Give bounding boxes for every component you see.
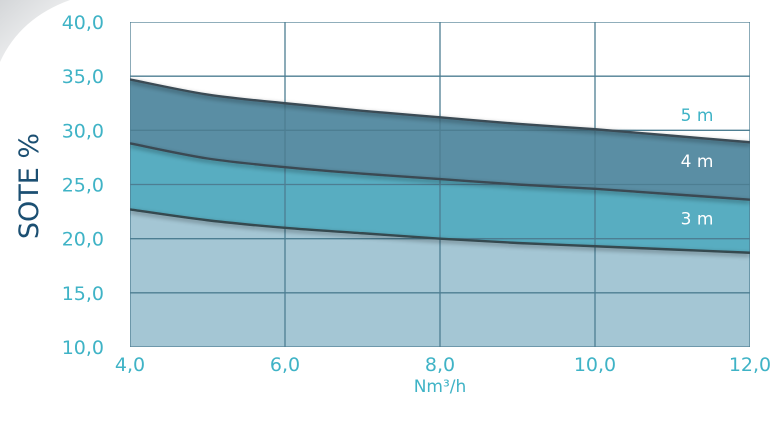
corner-decoration [0, 0, 70, 62]
y-tick-label: 30,0 [62, 120, 104, 142]
x-tick-label: 4,0 [115, 354, 145, 376]
line-5m [130, 78, 750, 144]
y-tick-label: 20,0 [62, 229, 104, 251]
series-label-4m: 4 m [681, 152, 714, 172]
y-tick-label: 10,0 [62, 337, 104, 359]
y-axis-label: SOTE % [14, 133, 45, 239]
y-tick-label: 35,0 [62, 66, 104, 88]
line-4m [130, 142, 750, 201]
y-tick-label: 40,0 [62, 12, 104, 34]
series-label-5m: 5 m [681, 106, 714, 126]
x-tick-label: 12,0 [729, 354, 771, 376]
x-tick-label: 6,0 [270, 354, 300, 376]
y-tick-label: 15,0 [62, 283, 104, 305]
line-3m [130, 208, 750, 254]
series-label-3m: 3 m [681, 210, 714, 230]
x-tick-label: 10,0 [574, 354, 616, 376]
y-tick-label: 25,0 [62, 175, 104, 197]
x-tick-label: 8,0 [425, 354, 455, 376]
x-axis-label: Nm³/h [414, 377, 467, 397]
